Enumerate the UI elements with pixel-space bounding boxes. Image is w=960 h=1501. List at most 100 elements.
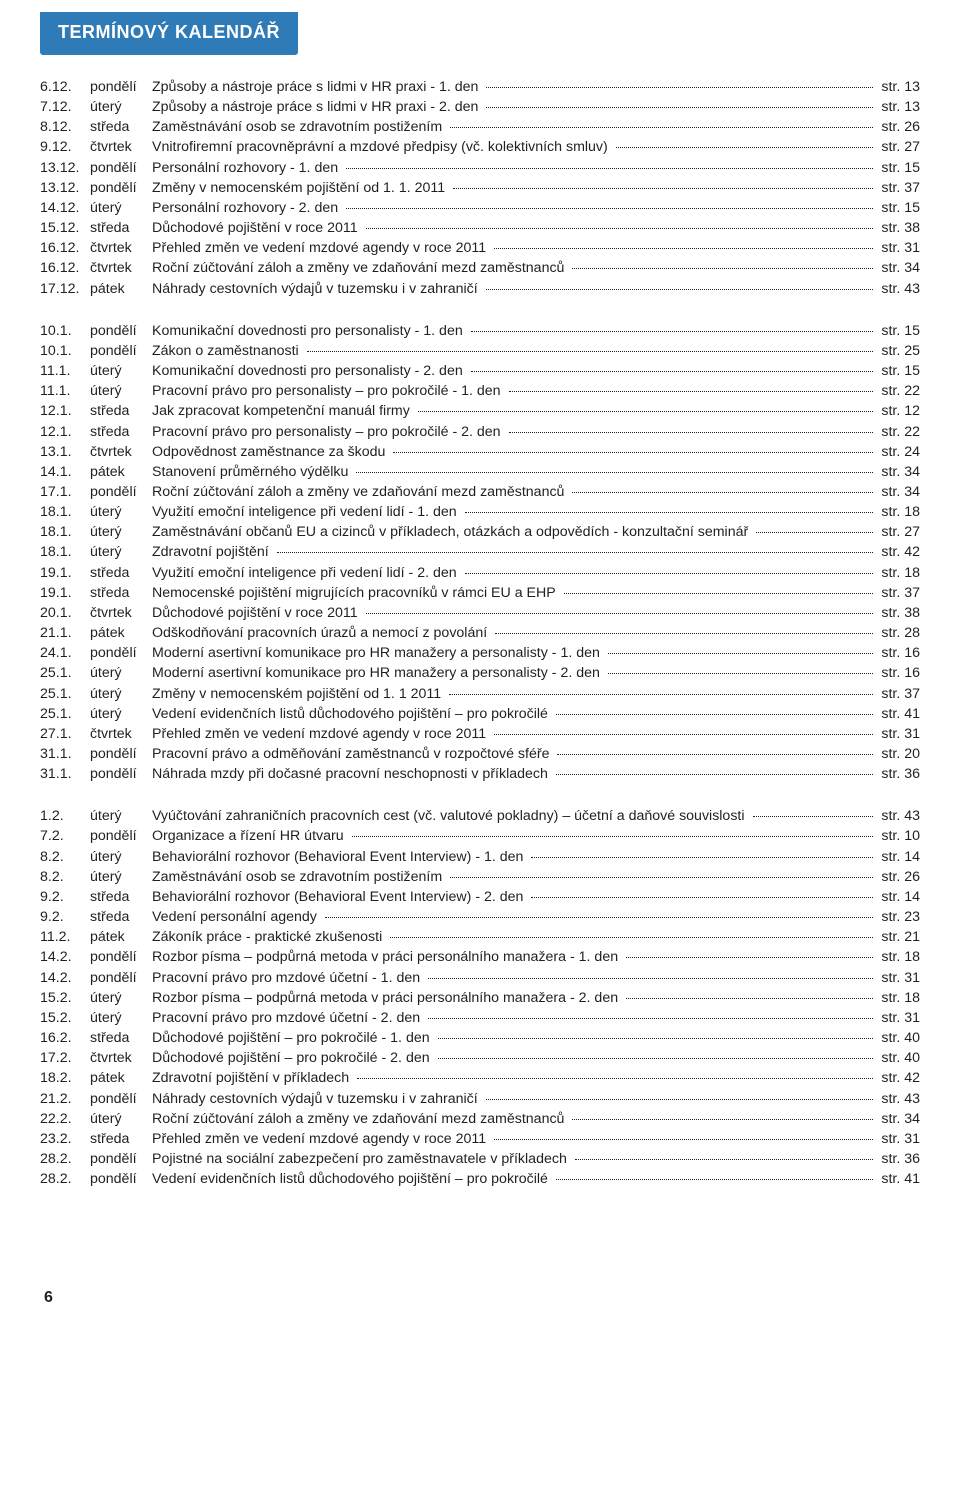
row-day-of-week: pondělí [90, 77, 152, 97]
row-topic: Zaměstnávání občanů EU a cizinců v příkl… [152, 522, 752, 542]
row-page: str. 18 [877, 502, 920, 522]
calendar-row: 24.1.pondělíModerní asertivní komunikace… [40, 643, 920, 663]
row-day-of-week: pátek [90, 462, 152, 482]
row-day-of-week: pátek [90, 927, 152, 947]
leader-dots [556, 774, 873, 775]
leader-dots [494, 248, 873, 249]
leader-dots [471, 331, 874, 332]
row-topic: Nemocenské pojištění migrujících pracovn… [152, 583, 560, 603]
leader-dots [486, 107, 873, 108]
row-topic: Vnitrofiremní pracovněprávní a mzdové př… [152, 137, 612, 157]
leader-dots [366, 228, 874, 229]
row-date: 11.1. [40, 361, 90, 381]
leader-dots [486, 289, 874, 290]
calendar-row: 18.1.úterýVyužití emoční inteligence při… [40, 502, 920, 522]
leader-dots [531, 897, 873, 898]
row-date: 18.1. [40, 542, 90, 562]
row-page: str. 34 [877, 462, 920, 482]
row-page: str. 40 [877, 1048, 920, 1068]
row-page: str. 31 [877, 1008, 920, 1028]
row-date: 25.1. [40, 684, 90, 704]
row-date: 12.1. [40, 422, 90, 442]
row-page: str. 31 [877, 1129, 920, 1149]
row-topic: Pojistné na sociální zabezpečení pro zam… [152, 1149, 571, 1169]
calendar-row: 9.2.středaBehaviorální rozhovor (Behavio… [40, 887, 920, 907]
row-topic: Pracovní právo pro mzdové účetní - 2. de… [152, 1008, 424, 1028]
row-date: 18.1. [40, 522, 90, 542]
row-page: str. 42 [877, 542, 920, 562]
row-date: 18.1. [40, 502, 90, 522]
row-topic: Náhrady cestovních výdajů v tuzemsku i v… [152, 279, 482, 299]
row-date: 17.12. [40, 279, 90, 299]
leader-dots [564, 593, 874, 594]
row-date: 8.2. [40, 867, 90, 887]
calendar-row: 12.1.středaJak zpracovat kompetenční man… [40, 401, 920, 421]
leader-dots [572, 268, 873, 269]
row-page: str. 12 [877, 401, 920, 421]
calendar-row: 31.1.pondělíNáhrada mzdy při dočasné pra… [40, 764, 920, 784]
row-topic: Moderní asertivní komunikace pro HR mana… [152, 643, 604, 663]
calendar-row: 14.2.pondělíPracovní právo pro mzdové úč… [40, 968, 920, 988]
leader-dots [393, 452, 873, 453]
row-date: 28.2. [40, 1149, 90, 1169]
row-day-of-week: čtvrtek [90, 258, 152, 278]
calendar-row: 9.2.středaVedení personální agendystr. 2… [40, 907, 920, 927]
row-date: 17.1. [40, 482, 90, 502]
row-date: 25.1. [40, 704, 90, 724]
row-day-of-week: čtvrtek [90, 442, 152, 462]
row-day-of-week: středa [90, 401, 152, 421]
calendar-row: 25.1.úterýModerní asertivní komunikace p… [40, 663, 920, 683]
leader-dots [390, 937, 873, 938]
row-day-of-week: pondělí [90, 826, 152, 846]
row-day-of-week: pondělí [90, 1089, 152, 1109]
row-page: str. 23 [877, 907, 920, 927]
calendar-row: 10.1.pondělíZákon o zaměstnanostistr. 25 [40, 341, 920, 361]
calendar-row: 16.12.čtvrtekPřehled změn ve vedení mzdo… [40, 238, 920, 258]
row-day-of-week: čtvrtek [90, 603, 152, 623]
row-day-of-week: středa [90, 218, 152, 238]
row-day-of-week: pondělí [90, 178, 152, 198]
row-date: 9.12. [40, 137, 90, 157]
row-day-of-week: úterý [90, 847, 152, 867]
calendar-row: 20.1.čtvrtekDůchodové pojištění v roce 2… [40, 603, 920, 623]
calendar-row: 12.1.středaPracovní právo pro personalis… [40, 422, 920, 442]
row-topic: Rozbor písma – podpůrná metoda v práci p… [152, 988, 622, 1008]
calendar-row: 28.2.pondělíVedení evidenčních listů důc… [40, 1169, 920, 1189]
row-date: 9.2. [40, 907, 90, 927]
row-page: str. 26 [877, 867, 920, 887]
leader-dots [428, 978, 873, 979]
row-date: 12.1. [40, 401, 90, 421]
row-page: str. 20 [877, 744, 920, 764]
row-day-of-week: úterý [90, 988, 152, 1008]
calendar-row: 19.1.středaNemocenské pojištění migrujíc… [40, 583, 920, 603]
row-date: 31.1. [40, 744, 90, 764]
leader-dots [438, 1038, 874, 1039]
row-topic: Vedení evidenčních listů důchodového poj… [152, 704, 552, 724]
page: TERMÍNOVÝ KALENDÁŘ 6.12.pondělíZpůsoby a… [0, 0, 960, 1337]
row-day-of-week: čtvrtek [90, 238, 152, 258]
calendar-row: 11.1.úterýKomunikační dovednosti pro per… [40, 361, 920, 381]
row-day-of-week: středa [90, 1129, 152, 1149]
row-page: str. 15 [877, 361, 920, 381]
calendar-row: 21.1.pátekOdškodňování pracovních úrazů … [40, 623, 920, 643]
row-page: str. 18 [877, 563, 920, 583]
leader-dots [531, 857, 873, 858]
row-page: str. 36 [877, 764, 920, 784]
row-page: str. 10 [877, 826, 920, 846]
row-page: str. 41 [877, 704, 920, 724]
leader-dots [438, 1058, 874, 1059]
row-date: 19.1. [40, 583, 90, 603]
row-day-of-week: pondělí [90, 968, 152, 988]
row-topic: Pracovní právo pro personalisty – pro po… [152, 422, 505, 442]
row-page: str. 37 [877, 178, 920, 198]
leader-dots [556, 1179, 873, 1180]
row-page: str. 31 [877, 238, 920, 258]
leader-dots [626, 957, 873, 958]
leader-dots [465, 512, 874, 513]
row-date: 28.2. [40, 1169, 90, 1189]
row-topic: Změny v nemocenském pojištění od 1. 1. 2… [152, 178, 449, 198]
row-day-of-week: úterý [90, 684, 152, 704]
row-topic: Využití emoční inteligence při vedení li… [152, 563, 461, 583]
calendar-row: 15.2.úterýPracovní právo pro mzdové účet… [40, 1008, 920, 1028]
row-date: 10.1. [40, 321, 90, 341]
